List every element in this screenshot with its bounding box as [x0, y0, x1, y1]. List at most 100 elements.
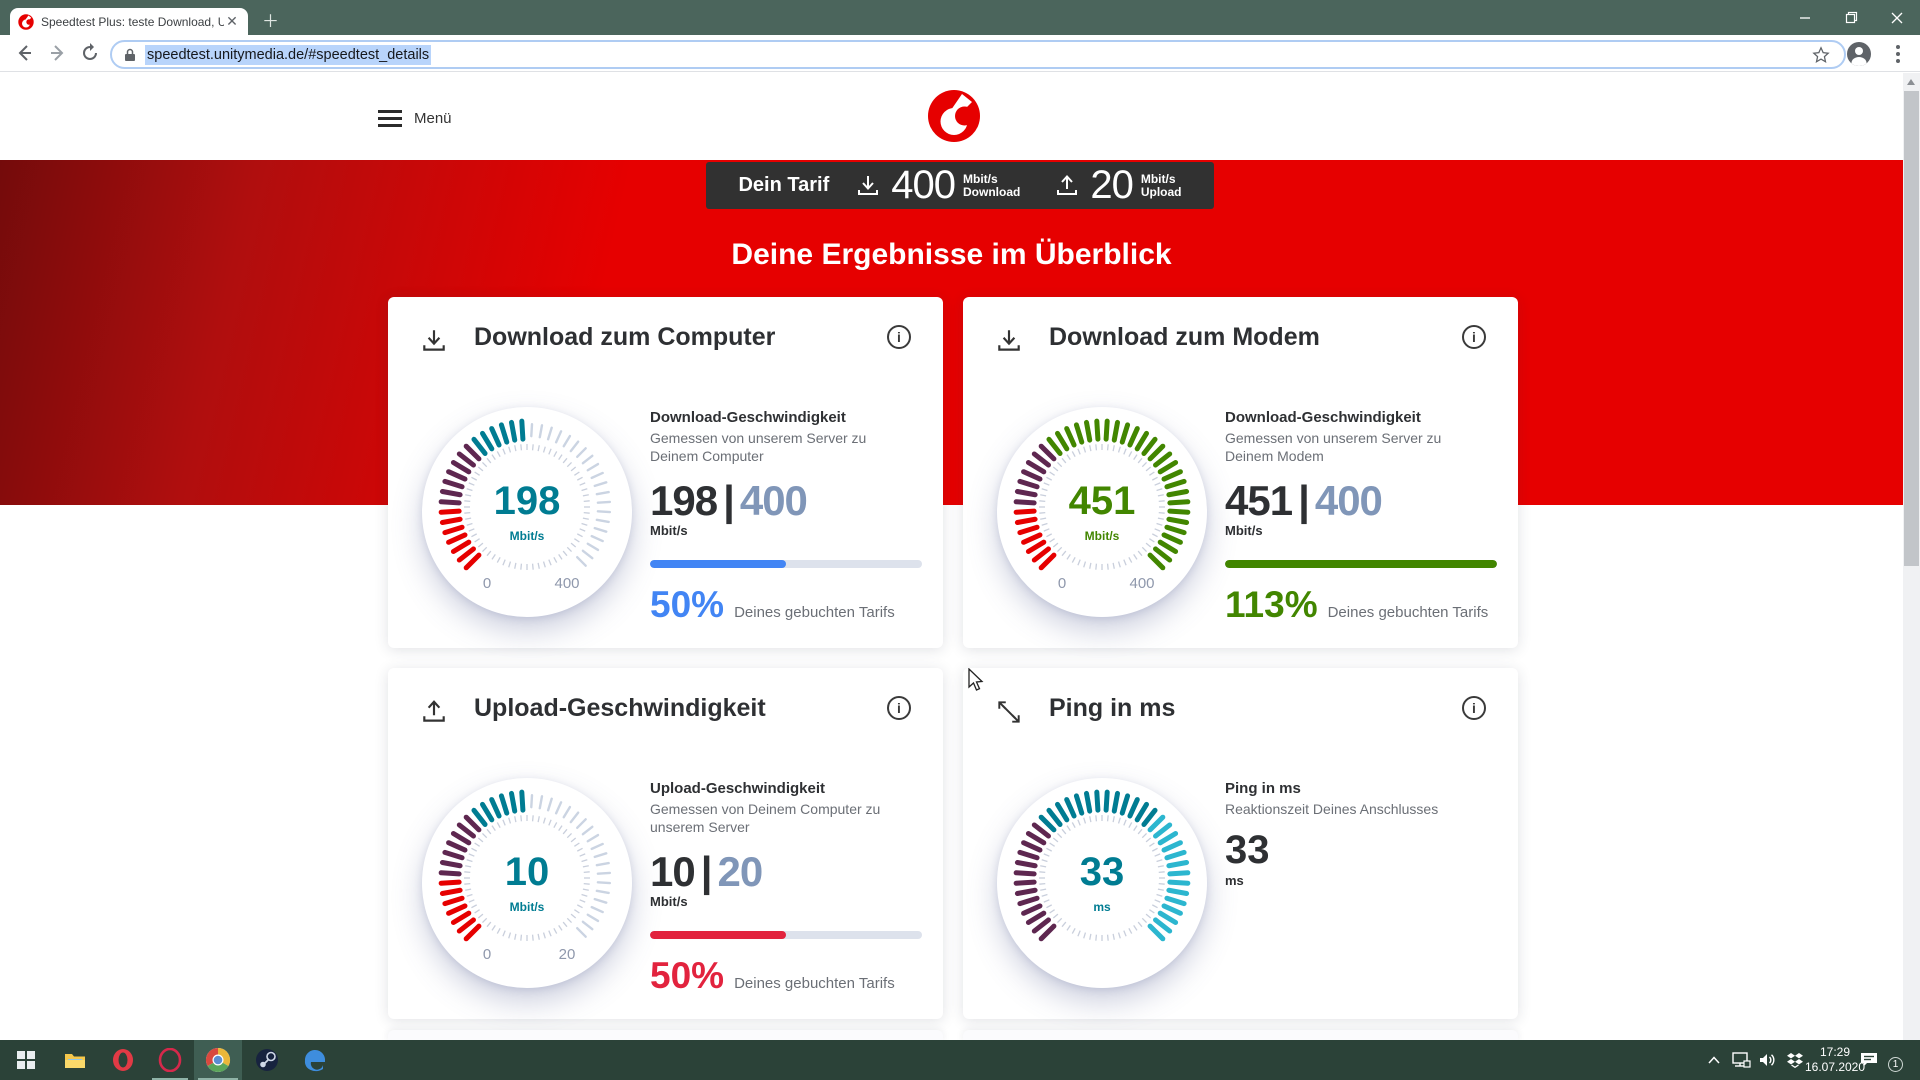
gauge-value: 198: [493, 479, 561, 523]
scrollbar-up-arrow[interactable]: [1907, 79, 1915, 85]
red-hero-band: [0, 160, 1903, 505]
progress-fill: [650, 560, 786, 568]
ping-value: 33: [1225, 828, 1270, 872]
tariff-upload-label: Upload: [1140, 184, 1182, 199]
gauge-unit: Mbit/s: [509, 900, 545, 914]
scrollbar-thumb[interactable]: [1904, 91, 1919, 566]
windows-logo-icon: [17, 1051, 35, 1069]
bookmark-star-icon[interactable]: [1812, 46, 1830, 64]
start-button[interactable]: [2, 1040, 50, 1080]
upload-icon: [423, 700, 445, 722]
gauge-ticks: [1013, 418, 1191, 571]
info-icon[interactable]: i: [1462, 696, 1486, 720]
page-title: Deine Ergebnisse im Überblick: [731, 238, 1172, 271]
speaker-icon: [1760, 1054, 1775, 1066]
tab-title: Speedtest Plus: teste Download, U: [41, 14, 224, 29]
card-title: Ping in ms: [1049, 694, 1176, 722]
mouse-cursor: [968, 668, 984, 691]
site-header: Menü: [0, 73, 1903, 160]
clock-date: 16.07.2020: [1804, 1060, 1866, 1074]
gauge-download-modem: 451 Mbit/s 0 400: [997, 407, 1207, 617]
ping-unit: ms: [1225, 873, 1244, 888]
gauge-max-label: 400: [1129, 575, 1155, 592]
new-tab-button[interactable]: ＋: [262, 12, 279, 31]
tariff-upload-value: 20: [1090, 163, 1133, 207]
tray-network-button[interactable]: [1728, 1040, 1754, 1080]
gauge-min-label: 0: [482, 946, 492, 963]
file-explorer-button[interactable]: [51, 1040, 99, 1080]
info-icon[interactable]: i: [1462, 325, 1486, 349]
next-card-stub: [388, 1030, 943, 1040]
gauge-value: 451: [1068, 479, 1136, 523]
ping-icon: [998, 701, 1020, 723]
speedtest-page: Menü Dein Tarif 400 Mbit/s Download: [0, 73, 1903, 1040]
gauge-min-label: 0: [1057, 575, 1067, 592]
profile-avatar[interactable]: [1847, 42, 1871, 66]
tab-close-icon[interactable]: ✕: [226, 13, 238, 29]
window-close-button[interactable]: [1874, 0, 1920, 35]
progress-track: [1225, 560, 1497, 568]
card-ping: Ping in ms i 33 ms Ping in ms Reaktionsz…: [963, 668, 1518, 1019]
browser-menu-icon[interactable]: [1896, 45, 1900, 66]
metric-values: 10 | 20: [650, 848, 763, 895]
metric-title: Ping in ms: [1225, 780, 1301, 797]
info-icon[interactable]: i: [887, 696, 911, 720]
menu-button[interactable]: Menü: [378, 106, 452, 131]
gauge-ticks: [438, 418, 612, 571]
gauge-ticks: [1013, 789, 1191, 942]
address-bar[interactable]: speedtest.unitymedia.de/#speedtest_detai…: [110, 40, 1846, 69]
clock-time: 17:29: [1819, 1045, 1851, 1059]
taskbar-clock[interactable]: 17:29 16.07.2020: [1800, 1045, 1870, 1075]
reload-button[interactable]: [80, 43, 100, 63]
download-icon: [423, 330, 445, 351]
window-restore-button[interactable]: [1828, 0, 1874, 35]
tray-chevron-button[interactable]: [1702, 1040, 1726, 1080]
folder-icon: [65, 1054, 85, 1068]
chevron-up-icon: [1708, 1056, 1720, 1064]
percent-value: 50%: [650, 584, 725, 625]
gauge-ping: 33 ms: [997, 778, 1207, 988]
browser-tab-bar: Speedtest Plus: teste Download, U ✕ ＋: [0, 0, 1920, 35]
metric-unit: Mbit/s: [650, 523, 688, 538]
ethernet-icon: [1732, 1051, 1751, 1068]
metric-title: Download-Geschwindigkeit: [1225, 409, 1421, 426]
edge-button[interactable]: [291, 1040, 339, 1080]
gauge-min-label: 0: [482, 575, 492, 592]
action-center-button[interactable]: [1852, 1040, 1886, 1080]
gauge-upload: 10 Mbit/s 0 20: [422, 778, 632, 988]
gauge-max-label: 400: [554, 575, 580, 592]
forward-button[interactable]: [48, 43, 68, 63]
tariff-download-unit: Mbit/s: [963, 171, 998, 186]
page-scrollbar[interactable]: [1903, 73, 1920, 1040]
chrome-button[interactable]: [194, 1040, 242, 1080]
metric-unit: Mbit/s: [650, 894, 688, 909]
window-minimize-button[interactable]: [1782, 0, 1828, 35]
metric-description: Gemessen von unserem Server zu Deinem Mo…: [1225, 430, 1442, 464]
percent-value: 113%: [1225, 584, 1318, 625]
browser-tab[interactable]: Speedtest Plus: teste Download, U ✕: [10, 8, 248, 35]
opera-button[interactable]: [99, 1040, 147, 1080]
card-title: Download zum Computer: [474, 323, 776, 351]
card-download-computer: Download zum Computer i 198 Mbit/s 0 400…: [388, 297, 943, 648]
download-icon: [998, 330, 1020, 351]
gauge-unit: ms: [1093, 900, 1111, 914]
chrome-icon: [205, 1048, 231, 1073]
gauge-download-computer: 198 Mbit/s 0 400: [422, 407, 632, 617]
url-text[interactable]: speedtest.unitymedia.de/#speedtest_detai…: [145, 44, 432, 65]
vodafone-logo[interactable]: [926, 87, 982, 145]
metric-title: Download-Geschwindigkeit: [650, 409, 846, 426]
notification-badge: 1: [1888, 1057, 1903, 1072]
running-indicator: [152, 1078, 188, 1080]
gauge-unit: Mbit/s: [509, 529, 545, 543]
steam-button[interactable]: [243, 1040, 291, 1080]
gauge-max-label: 20: [558, 946, 576, 963]
gauge-unit: Mbit/s: [1084, 529, 1120, 543]
progress-track: [650, 931, 922, 939]
tariff-banner: Dein Tarif 400 Mbit/s Download 20 Mbit/s…: [706, 162, 1214, 209]
progress-track: [650, 560, 922, 568]
tray-volume-button[interactable]: [1755, 1040, 1781, 1080]
back-button[interactable]: [14, 43, 34, 63]
tray-dropbox-button[interactable]: [1782, 1040, 1808, 1080]
info-icon[interactable]: i: [887, 325, 911, 349]
opera-gx-button[interactable]: [146, 1040, 194, 1080]
